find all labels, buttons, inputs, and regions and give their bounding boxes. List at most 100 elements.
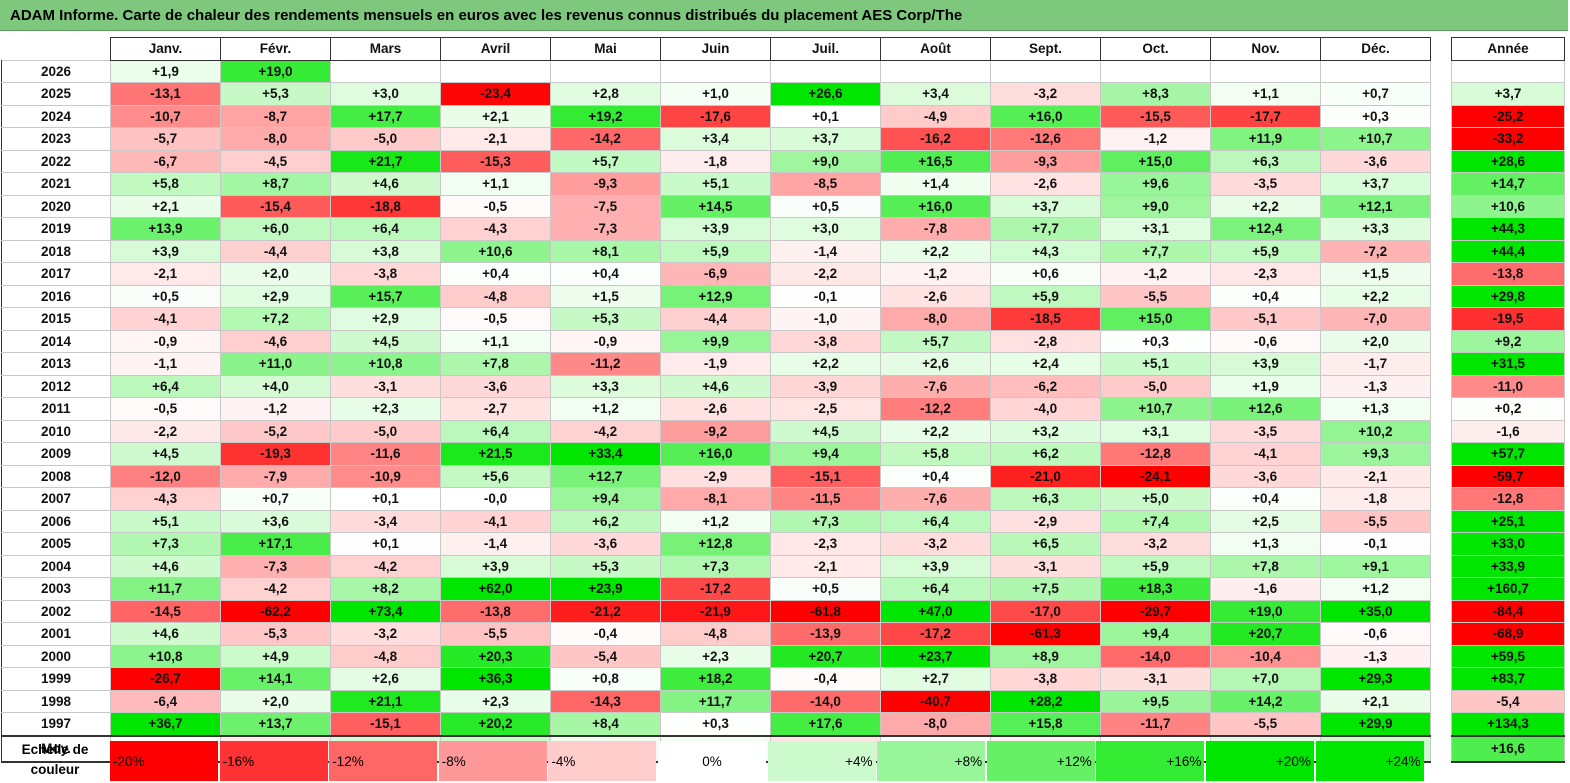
heat-cell: -0,4 [770, 667, 881, 691]
heat-cell: -5,3 [220, 622, 331, 646]
heat-cell: -2,6 [660, 397, 771, 421]
heat-cell: +3,2 [990, 419, 1101, 443]
heat-cell: +20,3 [440, 644, 551, 668]
heat-cell: +5,0 [1100, 487, 1211, 511]
table-row: 1997 +36,7 +13,7 -15,1 +20,2 +8,4 +0,3 +17,6 -8,… [1, 712, 1431, 736]
heat-cell: -4,8 [440, 284, 551, 308]
annual-row: +44,4 [1451, 239, 1565, 263]
color-scale-step: -16% [219, 741, 328, 781]
heat-cell: -3,2 [880, 532, 991, 556]
heat-cell: +14,1 [220, 667, 331, 691]
table-row: 2023 -5,7 -8,0 -5,0 -2,1 -14,2 +3,4 +3,7 -16,2 -1… [1, 127, 1431, 151]
heat-cell: -7,5 [550, 194, 661, 218]
heat-cell: +0,1 [330, 487, 441, 511]
heat-cell: -3,8 [330, 262, 441, 286]
heat-cell: +1,9 [1210, 374, 1321, 398]
heat-cell: +3,9 [880, 554, 991, 578]
heat-cell: +3,9 [1210, 352, 1321, 376]
heat-cell: +3,0 [330, 82, 441, 106]
heat-cell: -6,9 [660, 262, 771, 286]
annual-cell: -1,6 [1451, 419, 1565, 443]
heat-cell: +2,2 [770, 352, 881, 376]
table-row: 2011 -0,5 -1,2 +2,3 -2,7 +1,2 -2,6 -2,5 -12,2 -4,… [1, 397, 1431, 421]
heat-cell: -14,5 [110, 599, 221, 623]
heat-cell: +6,4 [110, 374, 221, 398]
heat-cell: -0,4 [550, 622, 661, 646]
heat-cell: -6,7 [110, 149, 221, 173]
heat-cell: -61,3 [990, 622, 1101, 646]
heat-cell: +10,6 [440, 239, 551, 263]
heat-cell: -12,8 [1100, 442, 1211, 466]
heat-cell: +26,6 [770, 82, 881, 106]
heat-cell: -4,6 [220, 329, 331, 353]
heat-cell: -6,2 [990, 374, 1101, 398]
annual-cell: +9,2 [1451, 329, 1565, 353]
heat-cell: +12,7 [550, 464, 661, 488]
heat-cell: -0,9 [110, 329, 221, 353]
annual-cell [1451, 59, 1565, 83]
heat-cell: +1,2 [1320, 577, 1431, 601]
annual-cell: -25,2 [1451, 104, 1565, 128]
heat-cell: +10,7 [1320, 127, 1431, 151]
year-label: 2001 [1, 622, 111, 646]
heat-cell: +9,4 [550, 487, 661, 511]
heat-cell: +2,8 [550, 82, 661, 106]
heat-cell: +5,3 [550, 307, 661, 331]
heat-cell: -21,9 [660, 599, 771, 623]
heat-cell: +15,7 [330, 284, 441, 308]
month-header-4: Avril [440, 37, 551, 61]
heat-cell: +10,2 [1320, 419, 1431, 443]
heat-cell: -5,7 [110, 127, 221, 151]
table-row: 2021 +5,8 +8,7 +4,6 +1,1 -9,3 +5,1 -8,5 +1,4 -2,6… [1, 172, 1431, 196]
table-row: 2017 -2,1 +2,0 -3,8 +0,4 +0,4 -6,9 -2,2 -1,2 +0,6… [1, 262, 1431, 286]
heat-cell: +1,1 [1210, 82, 1321, 106]
annual-cell: +134,3 [1451, 712, 1565, 736]
heat-cell: -1,8 [660, 149, 771, 173]
heat-cell: -40,7 [880, 689, 991, 713]
annual-row: +59,5 [1451, 644, 1565, 668]
annual-average-cell: +16,6 [1451, 734, 1565, 763]
heat-cell: +5,8 [880, 442, 991, 466]
heat-cell: -14,0 [770, 689, 881, 713]
annual-cell: +25,1 [1451, 509, 1565, 533]
annual-cell: +0,2 [1451, 397, 1565, 421]
heat-cell: +17,7 [330, 104, 441, 128]
heat-cell: +8,4 [550, 712, 661, 736]
heat-cell: -7,3 [550, 217, 661, 241]
heat-cell: +21,5 [440, 442, 551, 466]
heat-cell [1320, 59, 1431, 83]
heat-cell: +6,3 [1210, 149, 1321, 173]
annual-cell: +44,3 [1451, 217, 1565, 241]
heat-cell: -5,5 [1100, 284, 1211, 308]
heat-cell: -5,0 [330, 127, 441, 151]
year-label: 2023 [1, 127, 111, 151]
heat-cell: -26,7 [110, 667, 221, 691]
heat-cell [990, 59, 1101, 83]
heat-cell: -3,5 [1210, 419, 1321, 443]
heat-cell: -2,9 [660, 464, 771, 488]
color-scale-step: -8% [438, 741, 547, 781]
heat-cell: +6,4 [330, 217, 441, 241]
heat-cell: -21,2 [550, 599, 661, 623]
heat-cell: -3,8 [990, 667, 1101, 691]
year-label: 2000 [1, 644, 111, 668]
heat-cell: -1,8 [1320, 487, 1431, 511]
annual-cell: -59,7 [1451, 464, 1565, 488]
heat-cell: -8,5 [770, 172, 881, 196]
heat-cell: +0,1 [330, 532, 441, 556]
heat-cell: +9,5 [1100, 689, 1211, 713]
table-row: 2015 -4,1 +7,2 +2,9 -0,5 +5,3 -4,4 -1,0 -8,0 -18,… [1, 307, 1431, 331]
table-row: 1999 -26,7 +14,1 +2,6 +36,3 +0,8 +18,2 -0,4 +2,7… [1, 667, 1431, 691]
annual-row: -5,4 [1451, 689, 1565, 713]
heat-cell: -17,2 [880, 622, 991, 646]
annual-row: +57,7 [1451, 442, 1565, 466]
heat-cell: -3,1 [330, 374, 441, 398]
heat-cell: +2,4 [990, 352, 1101, 376]
heat-cell: +8,7 [220, 172, 331, 196]
heat-cell: +2,1 [1320, 689, 1431, 713]
heat-cell: -7,9 [220, 464, 331, 488]
heat-cell: +17,1 [220, 532, 331, 556]
heat-cell: +2,2 [1320, 284, 1431, 308]
heat-cell: -0,5 [440, 194, 551, 218]
heat-cell: +10,7 [1100, 397, 1211, 421]
